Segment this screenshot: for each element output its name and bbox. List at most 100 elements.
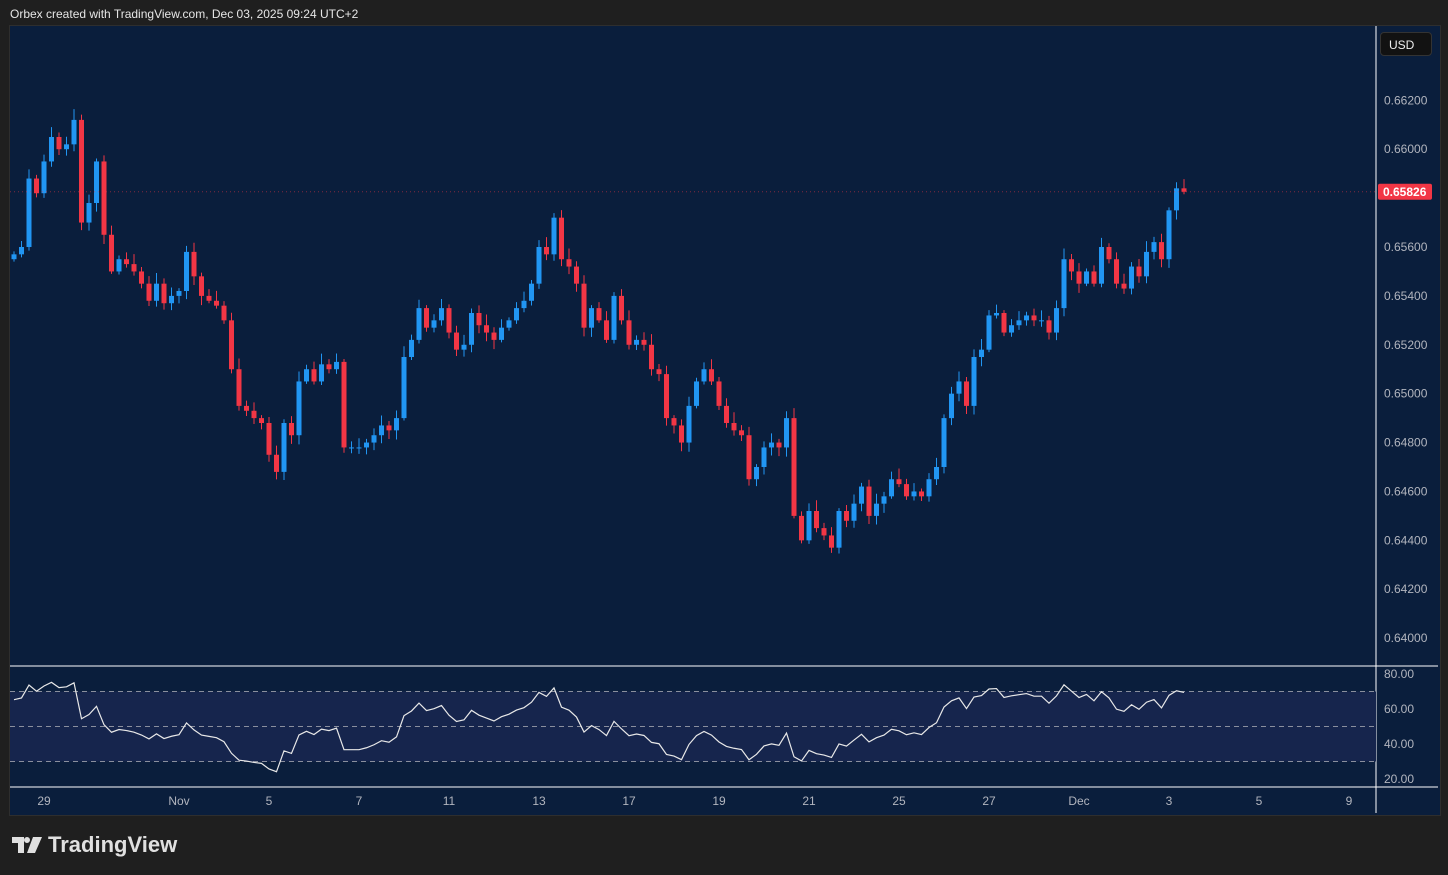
candle-body (424, 308, 429, 328)
candle-body (446, 308, 452, 333)
candle-body (896, 479, 902, 485)
candle-body (1159, 242, 1164, 260)
time-tick: 9 (1346, 794, 1353, 808)
candle-body (829, 535, 834, 548)
candle-body (109, 234, 114, 272)
price-tick: 0.65000 (1384, 387, 1428, 401)
candle-body (431, 320, 437, 328)
candle-body (349, 447, 354, 449)
candle-body (364, 442, 369, 448)
candle-body (124, 259, 129, 265)
candle-body (154, 283, 159, 301)
time-tick: 11 (443, 794, 456, 808)
candle-body (304, 369, 309, 382)
candle-body (679, 425, 684, 443)
candle-body (1181, 188, 1187, 192)
candle-body (784, 418, 789, 448)
candle-body (866, 486, 872, 516)
candle-body (94, 161, 99, 203)
candle-body (139, 271, 144, 284)
rsi-tick: 40.00 (1384, 737, 1414, 751)
time-tick: Nov (168, 794, 189, 808)
candle-body (11, 254, 17, 260)
candle-body (664, 374, 669, 419)
candle-body (514, 308, 519, 321)
candle-body (844, 511, 849, 521)
candle-body (581, 283, 587, 328)
candle-body (499, 327, 504, 340)
candle-body (1039, 320, 1044, 322)
candle-body (296, 381, 302, 436)
candle-body (1166, 210, 1172, 260)
candle-body (979, 349, 984, 357)
candle-body (574, 266, 579, 284)
candle-body (589, 308, 594, 328)
candle-body (701, 369, 707, 382)
candle-body (739, 430, 744, 436)
candle-body (949, 393, 954, 419)
candle-body (971, 357, 977, 406)
candle-body (889, 479, 894, 497)
candle-body (761, 447, 767, 467)
candle-body (184, 251, 189, 291)
candle-body (101, 161, 107, 235)
time-tick: 3 (1166, 794, 1173, 808)
candle-body (799, 515, 804, 541)
candle-body (289, 423, 294, 436)
currency-button[interactable]: USD (1380, 32, 1432, 56)
candle-body (634, 339, 639, 345)
candle-body (1151, 242, 1157, 252)
candle-body (191, 251, 197, 277)
candle-body (859, 486, 864, 504)
tradingview-logo[interactable]: TradingView (12, 832, 177, 858)
candle-body (1054, 308, 1059, 333)
logo-text: TradingView (48, 832, 178, 857)
candle-body (1031, 315, 1037, 321)
candle-body (1091, 271, 1097, 284)
candle-body (791, 418, 797, 516)
candle-body (319, 364, 324, 382)
candle-body (934, 467, 939, 480)
candle-body (956, 381, 962, 394)
candle-body (814, 511, 819, 529)
candle-body (236, 369, 242, 406)
candle-body (19, 247, 24, 255)
candle-body (41, 161, 47, 194)
price-tick: 0.65200 (1384, 338, 1428, 352)
candle-body (776, 442, 782, 448)
candle-body (926, 479, 932, 497)
candle-body (1099, 247, 1104, 284)
candle-body (521, 300, 527, 309)
price-tick: 0.64600 (1384, 484, 1428, 498)
candle-body (1016, 320, 1022, 326)
time-tick: 7 (356, 794, 363, 808)
time-tick: 5 (266, 794, 273, 808)
candle-body (64, 144, 69, 150)
price-tick: 0.65600 (1384, 240, 1428, 254)
candle-body (356, 447, 362, 449)
time-tick: 5 (1256, 794, 1263, 808)
candle-body (709, 369, 714, 382)
candle-body (56, 137, 62, 150)
candle-body (806, 511, 812, 541)
rsi-line (13, 681, 1185, 773)
candle-body (86, 203, 92, 223)
candle-body (851, 503, 857, 521)
candle-body (1144, 251, 1149, 277)
candle-body (221, 305, 227, 321)
candle-body (611, 295, 617, 340)
last-price-tag (1378, 183, 1432, 200)
candle-body (1009, 325, 1014, 333)
candle-body (394, 418, 399, 431)
candle-body (176, 291, 182, 296)
candle-body (34, 178, 39, 194)
candle-body (769, 442, 774, 448)
candle-body (754, 467, 759, 480)
candle-body (416, 308, 422, 340)
candle-body (326, 364, 332, 370)
candle-body (986, 315, 992, 350)
candle-body (821, 528, 827, 536)
candle-body (1069, 259, 1074, 272)
candle-body (566, 259, 572, 267)
